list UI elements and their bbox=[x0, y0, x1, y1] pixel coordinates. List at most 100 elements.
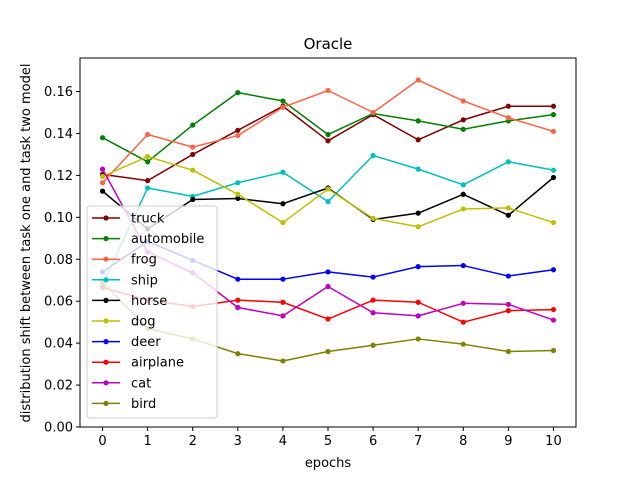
data-point-frog bbox=[415, 77, 421, 83]
legend-label: automobile bbox=[131, 232, 204, 247]
data-point-deer bbox=[325, 269, 331, 275]
legend-entry-horse: horse bbox=[92, 294, 167, 309]
legend-label: frog bbox=[131, 253, 157, 268]
axis-ticks: 0 1 2 3 4 5 6 7 8 9 10 0.00 0.02 0.04 0.06 0.08 0.10 0.12… bbox=[44, 85, 562, 449]
x-tick-label: 6 bbox=[369, 434, 377, 449]
data-point-deer bbox=[235, 276, 241, 282]
data-point-frog bbox=[99, 180, 106, 186]
legend-label: horse bbox=[131, 294, 167, 309]
data-point-airplane bbox=[415, 299, 421, 305]
data-point-truck bbox=[190, 151, 196, 158]
data-point-ship bbox=[460, 182, 466, 188]
legend-swatch-marker bbox=[103, 380, 109, 386]
data-point-bird bbox=[460, 341, 466, 347]
data-point-dog bbox=[99, 173, 106, 180]
data-point-frog bbox=[190, 144, 196, 150]
legend-label: bird bbox=[131, 397, 156, 412]
y-tick-label: 0.04 bbox=[44, 337, 73, 352]
data-point-automobile bbox=[325, 131, 331, 138]
data-point-automobile bbox=[280, 98, 286, 104]
data-point-horse bbox=[505, 212, 511, 218]
data-point-frog bbox=[280, 104, 286, 110]
legend-swatch-marker bbox=[103, 277, 109, 283]
legend-entry-dog: dog bbox=[92, 315, 155, 330]
data-point-ship bbox=[280, 169, 286, 175]
legend-entry-ship: ship bbox=[92, 273, 158, 288]
data-point-dog bbox=[280, 219, 286, 226]
y-tick-label: 0.16 bbox=[44, 85, 73, 100]
legend-entry-frog: frog bbox=[92, 253, 157, 268]
data-point-dog bbox=[370, 215, 376, 221]
data-point-deer bbox=[505, 273, 511, 279]
y-tick-label: 0.10 bbox=[44, 211, 73, 226]
legend-entry-deer: deer bbox=[92, 335, 161, 350]
data-point-dog bbox=[505, 205, 511, 211]
legend-swatch-marker bbox=[103, 236, 109, 242]
data-point-cat bbox=[505, 301, 511, 307]
data-point-bird bbox=[280, 358, 286, 364]
data-point-cat bbox=[460, 300, 466, 306]
x-tick-label: 9 bbox=[504, 434, 512, 449]
x-tick-label: 4 bbox=[279, 434, 287, 449]
data-point-automobile bbox=[145, 159, 151, 165]
legend-label: deer bbox=[131, 335, 161, 350]
data-point-frog bbox=[235, 132, 241, 139]
chart-title: Oracle bbox=[304, 35, 353, 53]
legend-swatch-marker bbox=[103, 339, 109, 345]
data-point-dog bbox=[190, 167, 196, 173]
data-point-cat bbox=[99, 166, 106, 172]
data-point-ship bbox=[505, 159, 511, 165]
y-tick-label: 0.06 bbox=[44, 295, 73, 310]
legend-swatch-marker bbox=[103, 400, 109, 406]
data-point-dog bbox=[415, 224, 421, 230]
data-point-truck bbox=[460, 117, 466, 123]
legend-swatch-marker bbox=[103, 359, 109, 365]
data-point-bird bbox=[235, 351, 241, 357]
x-tick-label: 3 bbox=[234, 434, 242, 449]
data-point-frog bbox=[550, 128, 557, 134]
y-tick-label: 0.08 bbox=[44, 253, 73, 268]
data-point-bird bbox=[370, 342, 376, 348]
data-point-deer bbox=[370, 274, 376, 280]
data-point-horse bbox=[280, 201, 286, 207]
legend-entry-bird: bird bbox=[92, 397, 156, 412]
data-point-airplane bbox=[280, 299, 286, 305]
data-point-airplane bbox=[325, 316, 331, 322]
x-tick-label: 1 bbox=[143, 434, 151, 449]
data-point-ship bbox=[550, 167, 557, 173]
data-point-dog bbox=[145, 153, 151, 160]
data-point-frog bbox=[325, 87, 331, 94]
data-point-frog bbox=[145, 131, 151, 138]
data-point-airplane bbox=[505, 308, 511, 314]
data-point-automobile bbox=[190, 122, 196, 128]
data-point-horse bbox=[235, 195, 241, 202]
data-point-bird bbox=[505, 348, 511, 355]
data-point-deer bbox=[460, 262, 466, 269]
series-automobile bbox=[99, 89, 557, 165]
data-point-horse bbox=[415, 210, 421, 216]
x-tick-label: 7 bbox=[414, 434, 422, 449]
data-point-cat bbox=[370, 310, 376, 316]
x-tick-label: 10 bbox=[545, 434, 562, 449]
plot-frame bbox=[79, 57, 577, 428]
data-point-horse bbox=[190, 196, 196, 203]
data-point-automobile bbox=[235, 89, 241, 96]
data-point-truck bbox=[505, 103, 511, 109]
legend-entry-airplane: airplane bbox=[92, 356, 184, 371]
legend-swatch-marker bbox=[103, 256, 109, 262]
legend-label: airplane bbox=[131, 356, 184, 371]
data-point-truck bbox=[550, 103, 557, 109]
data-point-truck bbox=[145, 178, 151, 184]
data-point-bird bbox=[415, 336, 421, 342]
legend-label: ship bbox=[131, 273, 158, 288]
data-point-ship bbox=[145, 185, 151, 191]
legend-label: truck bbox=[131, 212, 165, 227]
data-point-airplane bbox=[235, 297, 241, 303]
data-point-cat bbox=[280, 313, 286, 319]
x-axis-label: epochs bbox=[305, 456, 352, 471]
data-point-cat bbox=[325, 283, 331, 290]
data-point-horse bbox=[550, 174, 557, 181]
data-point-automobile bbox=[550, 112, 557, 118]
data-point-horse bbox=[460, 191, 466, 197]
y-tick-label: 0.12 bbox=[44, 169, 73, 184]
